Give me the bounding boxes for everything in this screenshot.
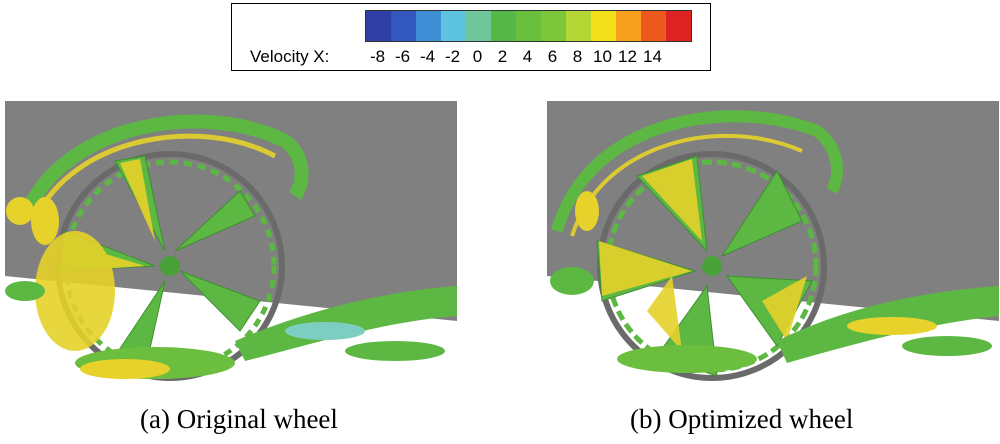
velocity-legend: Velocity X: -8 -6 -4 -2 0 2 4 6 8 10 12 14 (231, 3, 711, 71)
legend-swatch (616, 11, 641, 41)
legend-swatch (641, 11, 666, 41)
legend-tick-labels: -8 -6 -4 -2 0 2 4 6 8 10 12 14 (365, 47, 665, 67)
caption-original-wheel: (a) Original wheel (140, 404, 338, 434)
legend-tick-label: 2 (497, 47, 508, 66)
legend-tick-label: -4 (419, 47, 436, 66)
legend-tick-label: 0 (472, 47, 483, 66)
legend-tick-label: 14 (643, 47, 662, 66)
legend-swatch (441, 11, 466, 41)
legend-tick-label: 8 (572, 47, 583, 66)
legend-swatch (491, 11, 516, 41)
legend-tick-label: 6 (547, 47, 558, 66)
legend-color-bar (365, 10, 692, 42)
legend-tick-label: -6 (394, 47, 411, 66)
legend-swatch (591, 11, 616, 41)
legend-swatch (541, 11, 566, 41)
legend-swatch (566, 11, 591, 41)
legend-title: Velocity X: (250, 47, 330, 66)
original-wheel-image (5, 101, 457, 383)
optimized-wheel-image (547, 101, 999, 383)
legend-tick-label: 12 (618, 47, 637, 66)
legend-tick-label: 4 (522, 47, 533, 66)
caption-optimized-wheel: (b) Optimized wheel (630, 404, 854, 434)
legend-swatch (416, 11, 441, 41)
legend-swatch (466, 11, 491, 41)
legend-tick-label: 10 (593, 47, 612, 66)
legend-swatch (391, 11, 416, 41)
legend-tick-label: -2 (444, 47, 461, 66)
legend-swatch (366, 11, 391, 41)
legend-swatch (516, 11, 541, 41)
legend-tick-label: -8 (369, 47, 386, 66)
legend-swatch (666, 11, 691, 41)
